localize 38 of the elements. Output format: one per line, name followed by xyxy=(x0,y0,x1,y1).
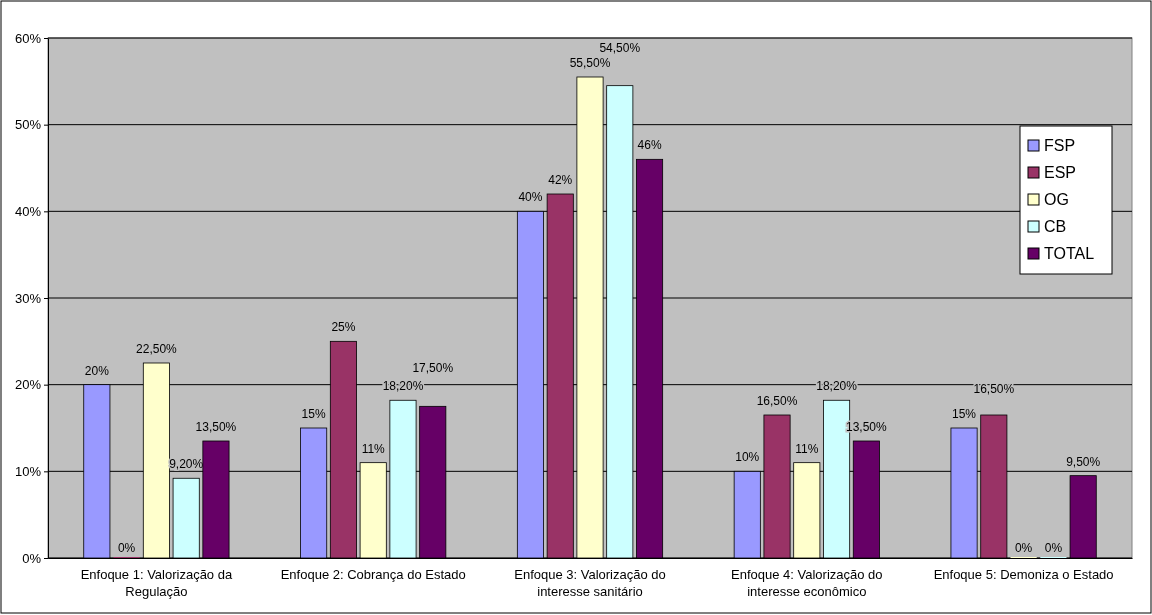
legend-label: ESP xyxy=(1044,164,1077,181)
data-label: 54,50% xyxy=(599,40,641,55)
x-tick-label: Enfoque 3: Valorização do interesse sanitário xyxy=(514,567,666,600)
data-label: 55,50% xyxy=(569,56,611,70)
data-label: 15% xyxy=(952,407,977,421)
legend-label: OG xyxy=(1044,191,1069,208)
y-tick-label: 10% xyxy=(14,463,42,479)
data-label: 42% xyxy=(548,173,573,187)
legend-label: CB xyxy=(1044,218,1067,235)
data-label: 0% xyxy=(1014,541,1033,555)
data-label: 10% xyxy=(735,450,760,465)
data-label: 15% xyxy=(301,407,326,421)
y-tick-label: 60% xyxy=(14,30,42,46)
data-label: 0% xyxy=(117,541,136,555)
y-tick-label: 0% xyxy=(22,550,42,566)
data-label: 13,50% xyxy=(195,420,237,434)
legend-label: TOTAL xyxy=(1044,245,1095,262)
x-tick-label: Enfoque 5: Demoniza o Estado xyxy=(933,567,1114,583)
x-tick-label: Enfoque 2: Cobrança do Estado xyxy=(280,567,466,583)
data-label: 11% xyxy=(361,441,386,456)
y-tick-label: 50% xyxy=(14,117,42,133)
data-label: 16,50% xyxy=(756,394,798,408)
legend-label: FSP xyxy=(1044,137,1076,154)
data-label: 40% xyxy=(518,190,543,205)
x-tick-label: Enfoque 1: Valorização da Regulação xyxy=(80,567,233,600)
data-label: 46% xyxy=(637,138,662,153)
data-label: 25% xyxy=(331,320,356,335)
data-label: 17,50% xyxy=(412,361,454,376)
data-label: 0% xyxy=(1044,541,1063,555)
y-tick-label: 20% xyxy=(14,377,42,393)
data-label: 9,50% xyxy=(1066,454,1101,469)
data-label: 20% xyxy=(84,363,110,378)
y-tick-label: 30% xyxy=(14,290,42,306)
data-label: 22,50% xyxy=(136,342,178,356)
x-tick-label: Enfoque 4: Valorização do interesse econômico xyxy=(731,567,883,600)
data-label: 16,50% xyxy=(973,382,1015,396)
data-label: 11% xyxy=(795,441,819,456)
y-tick-label: 40% xyxy=(14,203,42,219)
